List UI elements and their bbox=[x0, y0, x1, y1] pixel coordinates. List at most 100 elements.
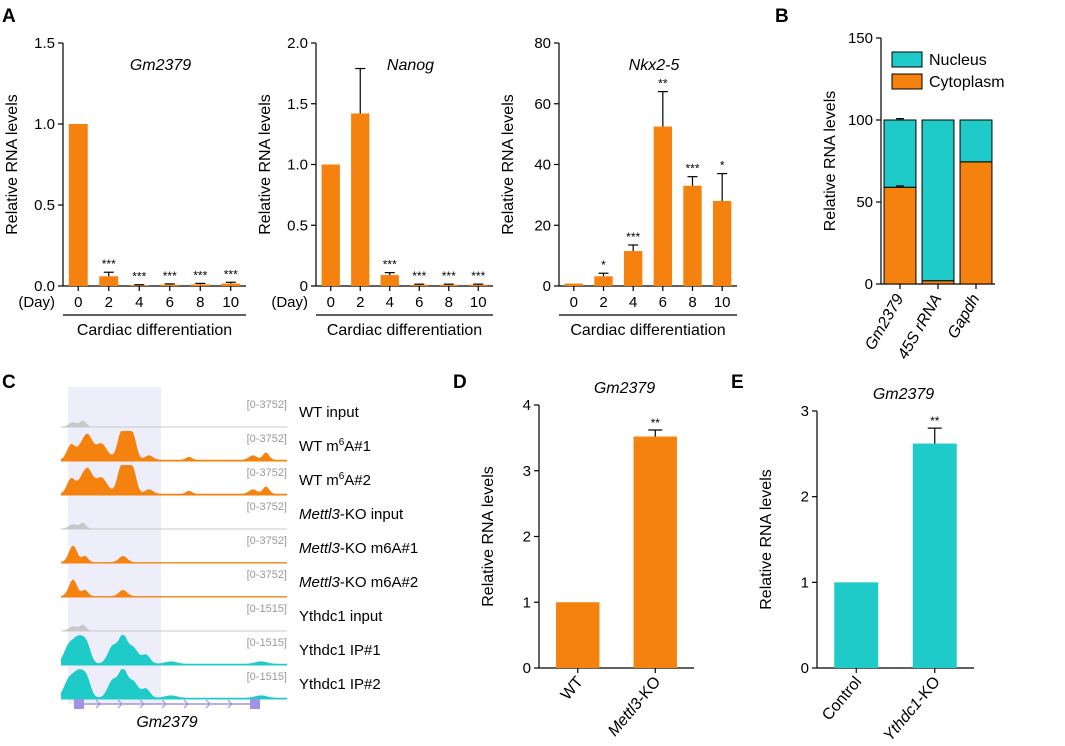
bar-nucleus-gm2379 bbox=[883, 119, 917, 188]
y-axis-label: Relative RNA levels bbox=[500, 94, 517, 235]
x-tick-label: 8 bbox=[196, 294, 204, 311]
y-tick-label: 1.0 bbox=[287, 157, 308, 174]
strand-arrow bbox=[95, 699, 101, 709]
significance-mark: * bbox=[720, 159, 725, 173]
x-tick-label: 6 bbox=[166, 294, 174, 311]
x-axis-label: Cardiac differentiation bbox=[327, 322, 482, 339]
track-label-post: A#2 bbox=[344, 472, 371, 489]
x-tick-label-gene: Ythdc1 bbox=[880, 695, 925, 744]
bar-day-4 bbox=[129, 285, 149, 286]
bar-cytoplasm-gapdh bbox=[959, 161, 993, 285]
y-axis-label: Relative RNA levels bbox=[822, 91, 839, 232]
track-label: Mettl3-KO m6A#1 bbox=[299, 540, 418, 557]
legend-label-cytoplasm: Cytoplasm bbox=[929, 74, 1005, 91]
y-tick-label: 0 bbox=[300, 278, 308, 295]
bar-day-0 bbox=[321, 164, 340, 286]
strand-arrow bbox=[161, 699, 167, 709]
x-tick-label: 4 bbox=[629, 294, 637, 311]
significance-mark: *** bbox=[132, 270, 146, 284]
svg-text:B: B bbox=[775, 6, 789, 27]
coverage-track bbox=[61, 635, 287, 665]
significance-mark: *** bbox=[383, 258, 397, 272]
svg-text:D: D bbox=[453, 372, 467, 393]
bar-ythdc1-ko bbox=[912, 443, 957, 668]
track-label: WT m6A#2 bbox=[299, 471, 371, 489]
strand-arrow bbox=[183, 699, 189, 709]
bar-day-2 bbox=[594, 276, 613, 286]
gene-exon bbox=[250, 699, 260, 709]
bar-control bbox=[834, 582, 879, 668]
track-gene: Mettl3 bbox=[299, 506, 341, 523]
chart-title: Nanog bbox=[387, 57, 434, 74]
track-label: WT input bbox=[299, 404, 360, 421]
x-tick-label: 2 bbox=[356, 294, 364, 311]
x-tick-label: 0 bbox=[74, 294, 82, 311]
significance-mark: * bbox=[601, 258, 606, 272]
track-label: WT m6A#1 bbox=[299, 437, 371, 455]
x-tick-label: Ythdc1-KO bbox=[880, 674, 943, 745]
panel-a-label: A bbox=[2, 6, 16, 27]
x-tick-label: Mettl3-KO bbox=[605, 674, 664, 740]
x-tick-label: Gapdh bbox=[945, 291, 984, 341]
y-tick-label: 0.5 bbox=[287, 217, 308, 234]
bar-day-10 bbox=[221, 283, 241, 286]
legend-swatch-cytoplasm bbox=[891, 73, 923, 90]
y-tick-label: 1.5 bbox=[34, 35, 55, 52]
y-axis-label: Relative RNA levels bbox=[758, 469, 775, 610]
track-label: Ythdc1 IP#2 bbox=[299, 676, 381, 693]
svg-text:C: C bbox=[2, 372, 16, 393]
y-axis-label: Relative RNA levels bbox=[257, 94, 274, 235]
x-tick-label: Control bbox=[819, 674, 865, 724]
track-gene: Mettl3 bbox=[299, 574, 341, 591]
y-tick-label: 0.5 bbox=[34, 197, 55, 214]
y-tick-label: 1 bbox=[523, 594, 531, 611]
track-range: [0-3752] bbox=[247, 569, 287, 581]
chart-title: Gm2379 bbox=[594, 380, 655, 397]
x-axis-label: Cardiac differentiation bbox=[77, 322, 232, 339]
bar-day-2 bbox=[351, 113, 370, 286]
bar-nucleus-gapdh bbox=[959, 119, 993, 163]
bar-day-10 bbox=[712, 200, 732, 286]
y-tick-label: 150 bbox=[848, 30, 873, 47]
track-range: [0-3752] bbox=[247, 433, 287, 445]
x-tick-label: 8 bbox=[445, 294, 453, 311]
significance-mark: *** bbox=[102, 257, 116, 271]
track-label-rest: -KO m6A#2 bbox=[340, 574, 418, 591]
bar-mettl3-ko bbox=[633, 436, 677, 668]
gene-exon bbox=[74, 699, 84, 709]
y-tick-label: 0 bbox=[523, 660, 531, 677]
y-tick-label: 50 bbox=[856, 194, 873, 211]
panel-d-label: D bbox=[453, 372, 467, 393]
track-range: [0-3752] bbox=[247, 501, 287, 513]
legend-swatch-nucleus bbox=[891, 51, 923, 68]
track-range: [0-3752] bbox=[247, 399, 287, 411]
x-tick-label: 4 bbox=[135, 294, 143, 311]
y-tick-label: 0 bbox=[543, 278, 551, 295]
significance-mark: *** bbox=[224, 267, 238, 281]
track-label-sup: 6 bbox=[339, 471, 345, 482]
y-tick-label: 0 bbox=[865, 276, 873, 293]
legend-label-nucleus: Nucleus bbox=[929, 52, 987, 69]
track-label-rest: -KO m6A#1 bbox=[340, 540, 418, 557]
significance-mark: *** bbox=[626, 230, 640, 244]
track-label-pre: WT m bbox=[299, 472, 339, 489]
significance-mark: *** bbox=[685, 162, 699, 176]
x-tick-label: 8 bbox=[688, 294, 696, 311]
y-tick-label: 1.5 bbox=[287, 96, 308, 113]
x-axis-label: Cardiac differentiation bbox=[570, 322, 725, 339]
coverage-track bbox=[61, 522, 287, 529]
coverage-track bbox=[61, 465, 287, 495]
panel-b-label: B bbox=[775, 6, 789, 27]
bar-cytoplasm-gm2379 bbox=[883, 186, 917, 285]
track-label-pre: WT m bbox=[299, 438, 339, 455]
bar-day-4 bbox=[380, 275, 399, 286]
panel-e-label: E bbox=[731, 372, 744, 393]
significance-mark: *** bbox=[412, 269, 426, 283]
y-tick-label: 2 bbox=[801, 489, 809, 506]
y-tick-label: 20 bbox=[534, 217, 551, 234]
chart-ythdc1-ko: 0 1 2 3 Relative RNA levels Gm2379 Control ** Yt… bbox=[758, 386, 974, 745]
bar-day-10 bbox=[469, 284, 488, 286]
